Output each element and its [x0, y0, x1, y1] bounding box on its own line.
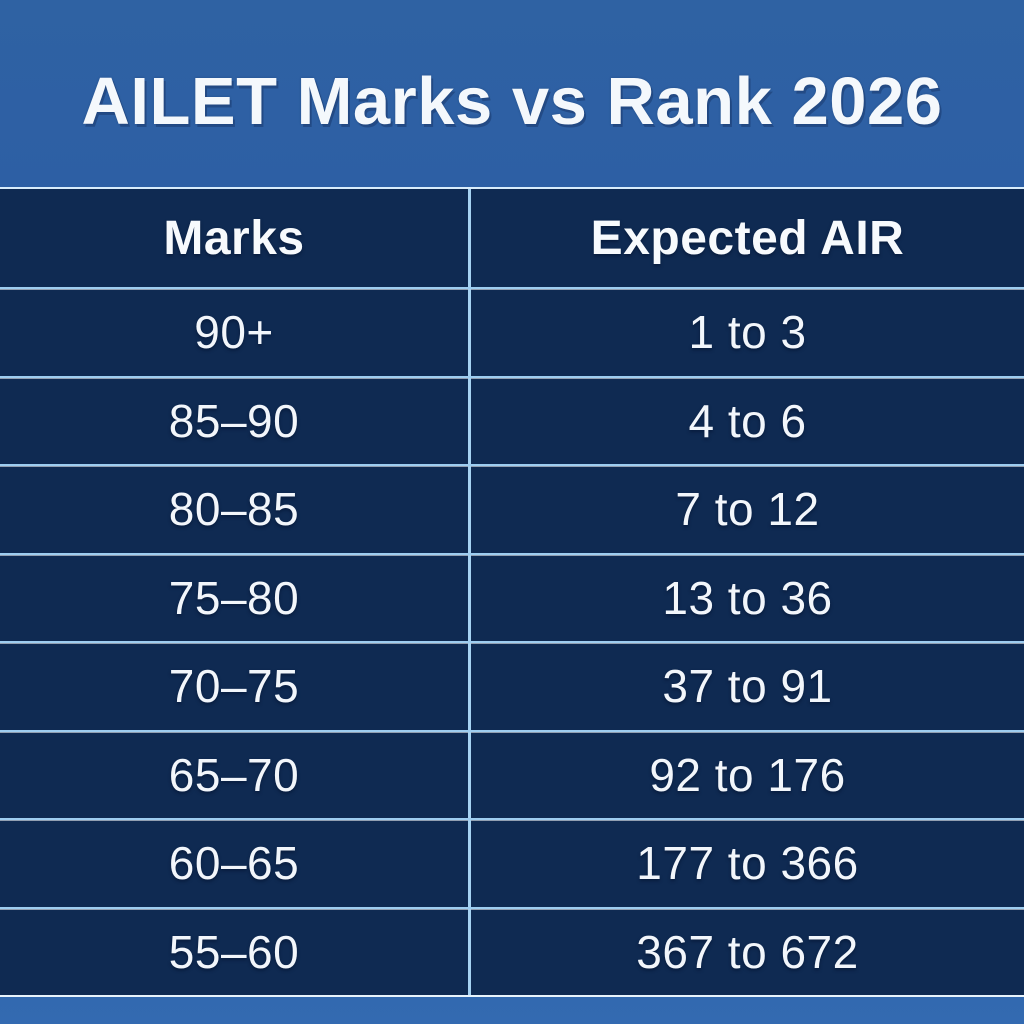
expected-air-cell: 7 to 12: [675, 483, 820, 536]
marks-cell: 55–60: [0, 908, 471, 995]
table-row: 70–75 37 to 91: [0, 641, 1024, 730]
marks-cell: 80–85: [0, 466, 471, 553]
table-row: 65–70 92 to 176: [0, 729, 1024, 818]
column-header-marks: Marks: [0, 189, 471, 287]
table-row: 75–80 13 to 36: [0, 552, 1024, 641]
table-row: 80–85 7 to 12: [0, 464, 1024, 553]
expected-air-cell: 367 to 672: [636, 925, 859, 978]
table-row: 90+ 1 to 3: [0, 287, 1024, 376]
marks-cell: 65–70: [0, 731, 471, 818]
table-row: 85–90 4 to 6: [0, 375, 1024, 464]
table-row: 60–65 177 to 366: [0, 818, 1024, 907]
marks-cell: 85–90: [0, 377, 471, 464]
expected-air-cell: 13 to 36: [662, 571, 833, 624]
expected-air-cell: 1 to 3: [688, 306, 807, 359]
column-header-expected-air: Expected AIR: [590, 211, 905, 265]
marks-vs-rank-table: Marks Expected AIR 90+ 1 to 3 85–90 4 to…: [0, 187, 1024, 997]
marks-cell: 90+: [0, 289, 471, 376]
expected-air-cell: 177 to 366: [636, 837, 859, 890]
expected-air-cell: 92 to 176: [649, 748, 846, 801]
title-banner: AILET Marks vs Rank 2026: [0, 0, 1024, 187]
footer-strip: [0, 999, 1024, 1024]
marks-cell: 60–65: [0, 820, 471, 907]
expected-air-cell: 37 to 91: [662, 660, 833, 713]
page-title: AILET Marks vs Rank 2026: [81, 64, 943, 139]
marks-cell: 75–80: [0, 554, 471, 641]
expected-air-cell: 4 to 6: [688, 394, 807, 447]
marks-cell: 70–75: [0, 643, 471, 730]
table-row: 55–60 367 to 672: [0, 906, 1024, 995]
table-header-row: Marks Expected AIR: [0, 189, 1024, 287]
